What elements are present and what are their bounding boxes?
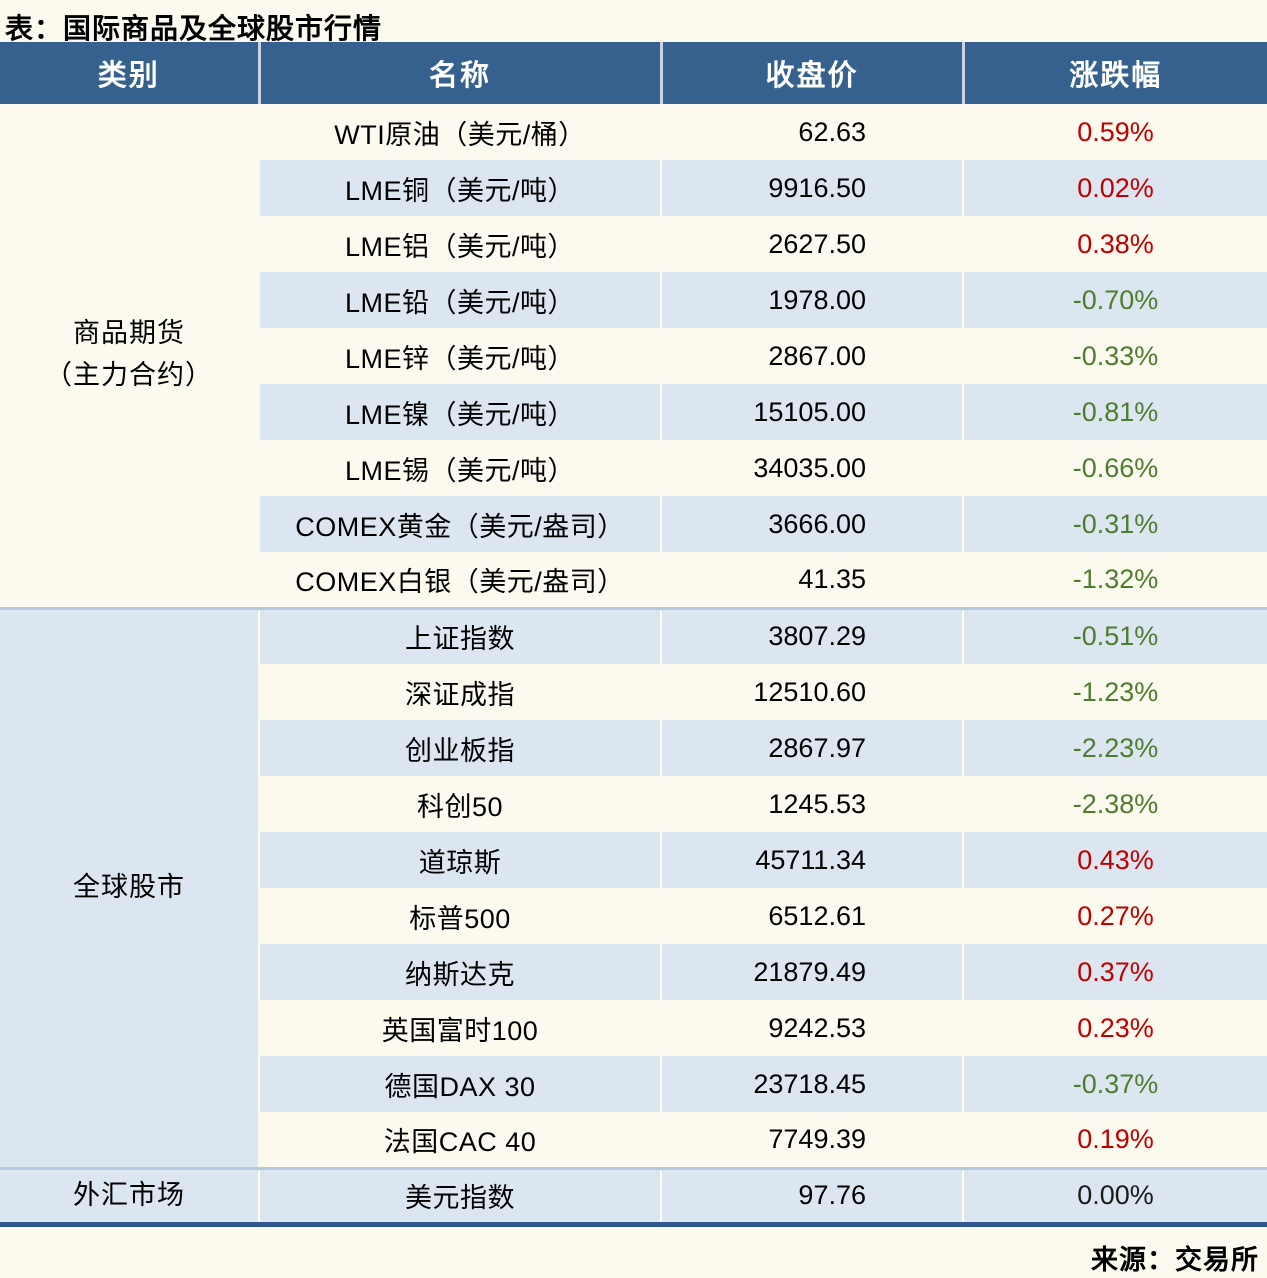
table-body: 商品期货 （主力合约） WTI原油（美元/桶） 62.63 0.59% LME铜（美元/吨… bbox=[0, 104, 1267, 1227]
page-title: 表：国际商品及全球股市行情 bbox=[5, 13, 383, 44]
close-price: 7749.39 bbox=[661, 1112, 964, 1168]
category-label: （主力合约） bbox=[45, 360, 213, 391]
instrument-name: COMEX白银（美元/盎司） bbox=[259, 552, 662, 608]
header-category: 类别 bbox=[0, 42, 261, 104]
close-price: 6512.61 bbox=[661, 888, 964, 944]
table-row: LME铅（美元/吨） 1978.00 -0.70% bbox=[0, 272, 1267, 328]
table-row: 深证成指 12510.60 -1.23% bbox=[0, 664, 1267, 720]
instrument-name: 创业板指 bbox=[259, 720, 662, 776]
change-percent: -0.37% bbox=[963, 1056, 1267, 1112]
table-row: LME锡（美元/吨） 34035.00 -0.66% bbox=[0, 440, 1267, 496]
instrument-name: 深证成指 bbox=[259, 664, 662, 720]
change-percent: -0.70% bbox=[963, 272, 1267, 328]
close-price: 9916.50 bbox=[661, 160, 964, 216]
header-row: 类别 名称 收盘价 涨跌幅 bbox=[0, 42, 1267, 104]
close-price: 3807.29 bbox=[661, 606, 964, 664]
instrument-name: 纳斯达克 bbox=[259, 944, 662, 1000]
table-row: 全球股市 上证指数 3807.29 -0.51% bbox=[0, 606, 1267, 1168]
close-price: 9242.53 bbox=[661, 1000, 964, 1056]
table-row: LME锌（美元/吨） 2867.00 -0.33% bbox=[0, 328, 1267, 384]
close-price: 3666.00 bbox=[661, 496, 964, 552]
instrument-name: LME铝（美元/吨） bbox=[259, 216, 662, 272]
change-percent: -1.23% bbox=[1072, 676, 1159, 707]
table-row: LME铝（美元/吨） 2627.50 0.38% bbox=[0, 216, 1267, 272]
close-price: 15105.00 bbox=[661, 384, 964, 440]
table-row: 道琼斯 45711.34 0.43% bbox=[0, 832, 1267, 888]
close-price: 21879.49 bbox=[661, 944, 964, 1000]
change-percent: 0.43% bbox=[963, 832, 1267, 888]
instrument-name: LME锡（美元/吨） bbox=[259, 440, 662, 496]
instrument-name: 科创50 bbox=[259, 776, 662, 832]
change-percent: 0.00% bbox=[963, 1166, 1267, 1227]
table-row: COMEX白银（美元/盎司） 41.35 -1.32% bbox=[0, 552, 1267, 608]
header-name: 名称 bbox=[259, 42, 663, 104]
change-percent: 0.23% bbox=[1077, 1012, 1154, 1043]
close-price: 1245.53 bbox=[661, 776, 964, 832]
change-percent: -0.81% bbox=[963, 384, 1267, 440]
instrument-name: 德国DAX 30 bbox=[259, 1056, 662, 1112]
table-row: 创业板指 2867.97 -2.23% bbox=[0, 720, 1267, 776]
change-percent: -0.33% bbox=[1072, 340, 1159, 371]
instrument-name: 美元指数 bbox=[259, 1166, 662, 1227]
change-percent: -0.51% bbox=[963, 606, 1267, 664]
close-price: 45711.34 bbox=[661, 832, 964, 888]
instrument-name: 道琼斯 bbox=[259, 832, 662, 888]
close-price: 34035.00 bbox=[661, 440, 964, 496]
close-price: 62.63 bbox=[661, 104, 964, 160]
header-change: 涨跌幅 bbox=[963, 42, 1267, 104]
table-row: 外汇市场 美元指数 97.76 0.00% bbox=[0, 1166, 1267, 1227]
category-label: 商品期货 bbox=[73, 318, 185, 349]
table-row: LME铜（美元/吨） 9916.50 0.02% bbox=[0, 160, 1267, 216]
instrument-name: LME铅（美元/吨） bbox=[259, 272, 662, 328]
change-percent: -1.32% bbox=[1072, 563, 1159, 594]
instrument-name: LME锌（美元/吨） bbox=[259, 328, 662, 384]
category-cell: 全球股市 bbox=[0, 606, 260, 1168]
change-percent: -2.23% bbox=[963, 720, 1267, 776]
change-percent: -2.38% bbox=[1072, 788, 1159, 819]
instrument-name: 标普500 bbox=[259, 888, 662, 944]
table-row: 标普500 6512.61 0.27% bbox=[0, 888, 1267, 944]
change-percent: 0.37% bbox=[963, 944, 1267, 1000]
table-row: 法国CAC 40 7749.39 0.19% bbox=[0, 1112, 1267, 1168]
category-label: 全球股市 bbox=[73, 872, 185, 903]
instrument-name: 上证指数 bbox=[259, 606, 662, 664]
instrument-name: COMEX黄金（美元/盎司） bbox=[259, 496, 662, 552]
change-percent: -0.31% bbox=[963, 496, 1267, 552]
change-percent: -0.66% bbox=[1072, 452, 1159, 483]
table-row: 德国DAX 30 23718.45 -0.37% bbox=[0, 1056, 1267, 1112]
close-price: 2867.00 bbox=[661, 328, 964, 384]
close-price: 97.76 bbox=[661, 1166, 964, 1227]
change-percent: 0.38% bbox=[1077, 228, 1154, 259]
change-percent: 0.19% bbox=[1077, 1123, 1154, 1154]
category-label: 外汇市场 bbox=[73, 1179, 185, 1210]
instrument-name: LME镍（美元/吨） bbox=[259, 384, 662, 440]
close-price: 23718.45 bbox=[661, 1056, 964, 1112]
table-header: 类别 名称 收盘价 涨跌幅 bbox=[0, 42, 1267, 104]
close-price: 12510.60 bbox=[661, 664, 964, 720]
close-price: 2627.50 bbox=[661, 216, 964, 272]
table-row: LME镍（美元/吨） 15105.00 -0.81% bbox=[0, 384, 1267, 440]
instrument-name: 法国CAC 40 bbox=[259, 1112, 662, 1168]
header-close: 收盘价 bbox=[661, 42, 965, 104]
table-row: 纳斯达克 21879.49 0.37% bbox=[0, 944, 1267, 1000]
market-table: 类别 名称 收盘价 涨跌幅 商品期货 （主力合约） WTI原油（美元/桶） 62.63… bbox=[0, 42, 1267, 1227]
instrument-name: LME铜（美元/吨） bbox=[259, 160, 662, 216]
close-price: 2867.97 bbox=[661, 720, 964, 776]
instrument-name: 英国富时100 bbox=[259, 1000, 662, 1056]
close-price: 1978.00 bbox=[661, 272, 964, 328]
instrument-name: WTI原油（美元/桶） bbox=[259, 104, 662, 160]
change-percent: 0.59% bbox=[1077, 116, 1154, 147]
source-note: 来源：交易所 bbox=[1091, 1244, 1259, 1275]
table-row: COMEX黄金（美元/盎司） 3666.00 -0.31% bbox=[0, 496, 1267, 552]
category-cell: 商品期货 （主力合约） bbox=[0, 104, 260, 608]
change-percent: 0.27% bbox=[1077, 900, 1154, 931]
table-row: 英国富时100 9242.53 0.23% bbox=[0, 1000, 1267, 1056]
change-percent: 0.02% bbox=[963, 160, 1267, 216]
close-price: 41.35 bbox=[661, 552, 964, 608]
table-row: 商品期货 （主力合约） WTI原油（美元/桶） 62.63 0.59% bbox=[0, 104, 1267, 608]
category-cell: 外汇市场 bbox=[0, 1166, 260, 1227]
table-row: 科创50 1245.53 -2.38% bbox=[0, 776, 1267, 832]
